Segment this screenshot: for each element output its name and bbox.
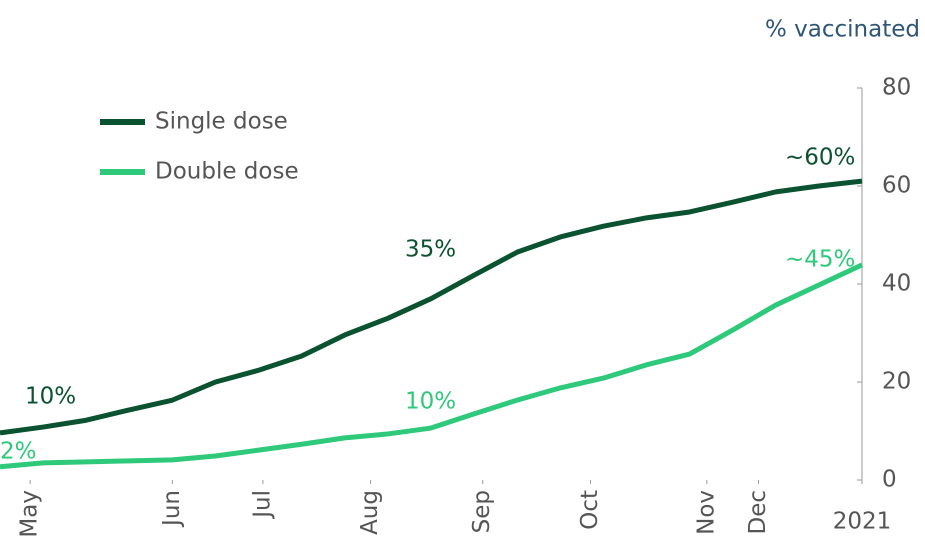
y-tick-label: 80: [882, 75, 911, 101]
series-line: [0, 262, 864, 470]
x-tick-label: Sep: [469, 490, 495, 533]
annotation: 35%: [405, 237, 456, 263]
annotation: 10%: [405, 389, 456, 415]
x-tick-label: Jun: [159, 490, 185, 528]
y-tick-label: 20: [882, 369, 911, 395]
x-tick-label: Jul: [249, 490, 275, 520]
legend-label: Single dose: [155, 109, 288, 135]
annotation: 2%: [0, 439, 37, 465]
y-tick-label: 60: [882, 173, 911, 199]
series-line: [0, 178, 863, 436]
x-tick-label: May: [17, 490, 43, 538]
annotation: 10%: [25, 384, 76, 410]
y-axis-label: % vaccinated: [765, 17, 920, 43]
x-tick-label: 2021: [833, 509, 892, 535]
x-tick-label: Aug: [357, 490, 383, 535]
annotation: ~45%: [785, 247, 855, 273]
x-tick-label: Nov: [693, 490, 719, 535]
annotation: ~60%: [785, 145, 855, 171]
x-tick-label: Oct: [577, 490, 603, 530]
y-tick-label: 40: [882, 271, 911, 297]
legend-label: Double dose: [155, 159, 299, 185]
y-tick-label: 0: [882, 467, 897, 493]
x-tick-label: Dec: [745, 490, 771, 535]
